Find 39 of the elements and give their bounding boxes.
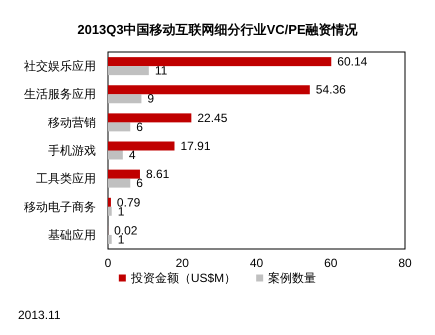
data-label: 54.36 [316,82,346,97]
bar [108,170,140,179]
bar [108,234,112,244]
data-label: 4 [128,148,136,162]
legend-label: 案例数量 [268,271,316,285]
x-tick-label: 60 [324,256,338,270]
y-tick-label: 基础应用 [48,228,96,242]
chart-title: 2013Q3中国移动互联网细分行业VC/PE融资情况 [77,22,359,37]
y-tick-label: 生活服务应用 [24,87,96,102]
bar [108,206,112,216]
y-tick-label: 移动电子商务 [24,200,96,214]
x-tick-label: 40 [250,256,264,270]
bar [108,178,130,188]
bar [108,150,123,160]
y-tick-label: 社交娱乐应用 [24,59,96,74]
data-label: 6 [136,176,144,190]
y-tick-label: 手机游戏 [48,144,96,158]
bar [108,66,149,76]
data-label: 8.61 [146,167,170,182]
legend-label: 投资金额（US$M） [130,271,236,285]
data-label: 60.14 [337,54,368,69]
bar [108,113,192,122]
bar [108,198,111,207]
bar [108,57,332,66]
bar [108,122,130,132]
y-tick-label: 移动营销 [48,115,96,130]
bar [108,142,174,150]
x-tick-label: 80 [398,256,412,270]
y-tick-label: 工具类应用 [36,172,96,186]
data-label: 22.45 [197,110,228,125]
data-label: 6 [136,120,144,134]
bar [108,85,310,94]
data-label: 17.91 [180,139,211,153]
data-label: 11 [154,64,168,78]
x-tick-label: 20 [176,256,190,270]
bar [108,94,142,104]
x-tick-label: 0 [104,256,112,270]
data-label: 9 [147,92,154,106]
text: 2013.11 [18,308,61,322]
